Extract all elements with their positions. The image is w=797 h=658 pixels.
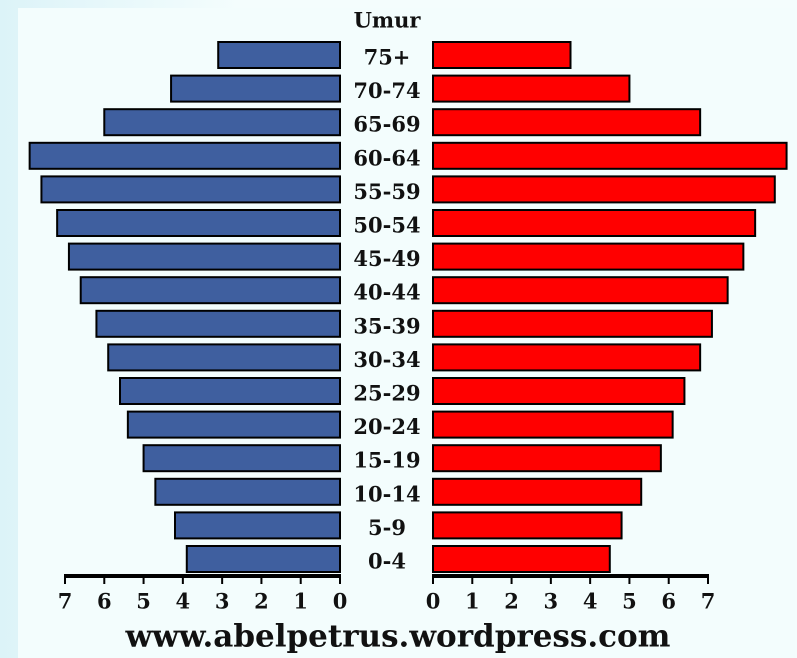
bar-right <box>432 175 776 204</box>
bar-right <box>432 108 702 137</box>
bar-right <box>432 242 745 271</box>
category-label: 45-49 <box>353 246 420 271</box>
bar-left <box>95 309 341 338</box>
bar-left <box>126 410 341 439</box>
bar-left <box>28 141 342 170</box>
category-label: 35-39 <box>353 313 420 338</box>
category-label: 15-19 <box>353 448 420 473</box>
category-label: 65-69 <box>353 112 420 137</box>
category-label: 5-9 <box>368 515 406 540</box>
x-tick-label-right: 4 <box>583 589 598 614</box>
bar-left <box>40 175 342 204</box>
bar-right <box>432 377 686 405</box>
axis-label: Umur <box>354 8 422 33</box>
bar-left <box>217 41 341 69</box>
bar-right <box>432 444 662 473</box>
bar-right <box>432 343 702 372</box>
bar-right <box>432 545 611 573</box>
bar-left <box>103 108 341 137</box>
footer: www.abelpetrus.wordpress.com <box>125 619 671 655</box>
category-label: 75+ <box>364 45 411 70</box>
x-tick-label-right: 7 <box>701 589 716 614</box>
category-label: 40-44 <box>353 280 420 305</box>
x-tick-label-left: 7 <box>58 589 73 614</box>
x-tick-label-left: 4 <box>176 589 191 614</box>
bar-right <box>432 309 713 338</box>
bar-left <box>142 444 341 473</box>
bar-right <box>432 209 757 237</box>
bar-right <box>432 41 572 69</box>
bar-right <box>432 511 623 540</box>
category-label: 0-4 <box>368 549 406 574</box>
bar-left <box>56 209 342 237</box>
bar-left <box>154 477 341 506</box>
x-tick-label-right: 5 <box>622 589 637 614</box>
bar-left <box>79 276 341 305</box>
bar-right <box>432 74 631 103</box>
bar-left <box>174 511 341 540</box>
x-tick-label-right: 1 <box>465 589 480 614</box>
category-label: 60-64 <box>353 145 420 170</box>
category-label: 50-54 <box>353 213 420 238</box>
x-tick-label-left: 2 <box>254 589 269 614</box>
x-tick-label-right: 3 <box>544 589 559 614</box>
bar-left <box>170 74 341 103</box>
bar-left <box>107 343 342 372</box>
category-label: 25-29 <box>353 381 420 406</box>
category-label: 55-59 <box>353 179 420 204</box>
category-label: 10-14 <box>353 481 420 506</box>
x-tick-label-right: 6 <box>661 589 676 614</box>
x-tick-label-left: 5 <box>136 589 151 614</box>
bar-right <box>432 276 729 305</box>
x-tick-label-left: 6 <box>97 589 112 614</box>
bar-right <box>432 410 674 439</box>
x-tick-label-left: 1 <box>293 589 308 614</box>
bar-right <box>432 477 643 506</box>
bar-left <box>67 242 342 271</box>
bar-right <box>432 141 788 170</box>
category-label: 30-34 <box>353 347 420 372</box>
bar-left <box>119 377 341 405</box>
x-tick-label-right: 2 <box>504 589 519 614</box>
x-tick-label-left: 0 <box>333 589 348 614</box>
x-tick-label-right: 0 <box>426 589 441 614</box>
bar-left <box>185 545 341 573</box>
category-label: 20-24 <box>353 414 420 439</box>
category-label: 70-74 <box>353 78 420 103</box>
x-tick-label-left: 3 <box>215 589 230 614</box>
